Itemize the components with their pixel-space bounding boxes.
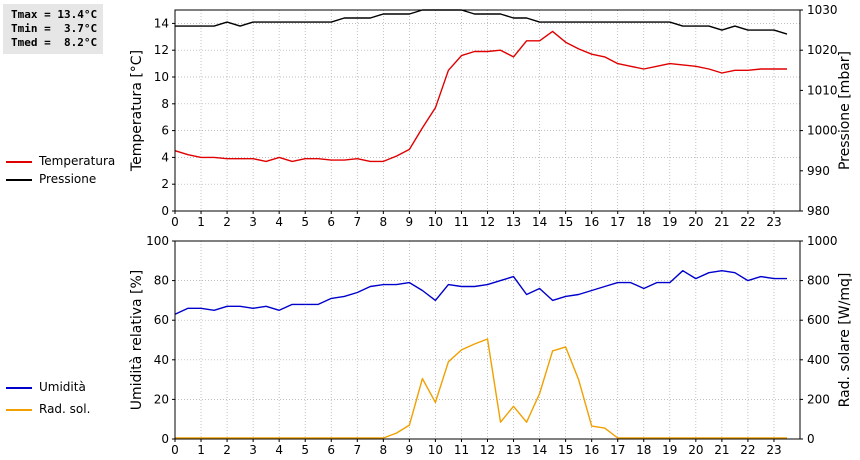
y2-tick-label: 600 (807, 313, 830, 327)
x-tick-label: 21 (714, 443, 729, 457)
x-tick-label: 8 (380, 443, 388, 457)
y-tick-label: 8 (161, 97, 169, 111)
x-tick-label: 23 (766, 443, 781, 457)
series-line-rad-sol (175, 338, 787, 439)
y2-tick-label: 990 (807, 164, 830, 178)
y2-tick-label: 1020 (807, 43, 838, 57)
x-tick-label: 7 (353, 443, 361, 457)
x-tick-label: 2 (223, 443, 231, 457)
x-tick-label: 17 (610, 443, 625, 457)
legend-swatch-umidita (6, 387, 32, 389)
x-tick-label: 9 (406, 443, 414, 457)
y2-tick-label: 1030 (807, 3, 838, 17)
y-tick-label: 100 (146, 234, 169, 248)
x-tick-label: 14 (532, 215, 547, 229)
x-tick-label: 12 (480, 443, 495, 457)
y-tick-label: 10 (154, 70, 169, 84)
y2-tick-label: 980 (807, 204, 830, 218)
y-tick-label: 60 (154, 313, 169, 327)
y2-tick-label: 800 (807, 274, 830, 288)
x-tick-label: 20 (688, 443, 703, 457)
x-tick-label: 1 (197, 215, 205, 229)
x-tick-label: 13 (506, 215, 521, 229)
chart-bottom: 0 1 2 3 4 5 6 7 8 9 10 11 12 13 14 15 16 17 18 19 20 21 22 2302… (129, 234, 853, 457)
y-tick-label: 80 (154, 274, 169, 288)
legend-swatch-pressione (6, 179, 32, 181)
y-tick-label: 2 (161, 177, 169, 191)
x-tick-label: 22 (740, 443, 755, 457)
series-line-pressione (175, 9, 788, 35)
y-tick-label: 20 (154, 392, 169, 406)
x-tick-label: 9 (406, 215, 414, 229)
x-tick-label: 4 (275, 443, 283, 457)
plot-frame (174, 240, 801, 440)
x-tick-label: 6 (327, 215, 335, 229)
x-tick-label: 18 (636, 215, 651, 229)
plot-frame (174, 9, 801, 212)
x-tick-label: 19 (662, 215, 677, 229)
x-tick-label: 6 (327, 443, 335, 457)
x-tick-label: 5 (301, 215, 309, 229)
x-tick-label: 13 (506, 443, 521, 457)
x-tick-label: 23 (766, 215, 781, 229)
x-tick-label: 22 (740, 215, 755, 229)
y-tick-label: 14 (154, 16, 169, 30)
x-tick-label: 21 (714, 215, 729, 229)
legend-label-umidita: Umidità (39, 380, 86, 394)
x-tick-label: 12 (480, 215, 495, 229)
tmax-text: Tmax = 13.4°C (11, 8, 98, 21)
y-tick-label: 4 (161, 150, 169, 164)
legend-label-radsol: Rad. sol. (39, 402, 91, 416)
x-tick-label: 2 (223, 215, 231, 229)
x-tick-label: 1 (197, 443, 205, 457)
y2-axis-label: Pressione [mbar] (837, 51, 853, 170)
x-tick-label: 5 (301, 443, 309, 457)
legend-swatch-radsol (6, 409, 32, 411)
y-axis-label: Temperatura [°C] (129, 50, 145, 172)
x-tick-label: 3 (249, 443, 257, 457)
legend-swatch-temperatura (6, 161, 32, 163)
x-tick-label: 14 (532, 443, 547, 457)
y-tick-label: 6 (161, 124, 169, 138)
x-tick-label: 0 (171, 443, 179, 457)
y-tick-label: 12 (154, 43, 169, 57)
y-tick-label: 0 (161, 204, 169, 218)
y2-tick-label: 200 (807, 392, 830, 406)
series-line-umidit (174, 270, 787, 315)
x-tick-label: 0 (171, 215, 179, 229)
x-tick-label: 16 (584, 443, 599, 457)
x-tick-label: 11 (454, 215, 469, 229)
y-tick-label: 40 (154, 353, 169, 367)
y2-tick-label: 1000 (807, 124, 838, 138)
legend-label-pressione: Pressione (39, 172, 97, 186)
stats-box: Tmax = 13.4°C Tmin = 3.7°C Tmed = 8.2°C (3, 4, 103, 54)
x-tick-label: 17 (610, 215, 625, 229)
x-tick-label: 15 (558, 443, 573, 457)
tmin-text: Tmin = 3.7°C (11, 22, 98, 35)
x-tick-label: 15 (558, 215, 573, 229)
y2-tick-label: 0 (807, 432, 815, 446)
x-tick-label: 10 (428, 215, 443, 229)
y2-tick-label: 1010 (807, 83, 838, 97)
y2-axis-label: Rad. solare [W/mq] (837, 273, 853, 408)
series-line-temperatura (174, 30, 787, 163)
x-tick-label: 18 (636, 443, 651, 457)
x-tick-label: 3 (249, 215, 257, 229)
y-tick-label: 0 (161, 432, 169, 446)
x-tick-label: 11 (454, 443, 469, 457)
tmed-text: Tmed = 8.2°C (11, 36, 98, 49)
y2-tick-label: 1000 (807, 234, 838, 248)
y-axis-label: Umidità relativa [%] (129, 270, 145, 411)
y2-tick-label: 400 (807, 353, 830, 367)
x-tick-label: 10 (428, 443, 443, 457)
x-tick-label: 4 (275, 215, 283, 229)
legend-label-temperatura: Temperatura (39, 154, 116, 168)
x-tick-label: 19 (662, 443, 677, 457)
x-tick-label: 8 (380, 215, 388, 229)
x-tick-label: 16 (584, 215, 599, 229)
chart-top: 0 1 2 3 4 5 6 7 8 9 10 11 12 13 14 15 16 17 18 19 20 21 22 2302… (129, 3, 853, 229)
x-tick-label: 7 (353, 215, 361, 229)
x-tick-label: 20 (688, 215, 703, 229)
